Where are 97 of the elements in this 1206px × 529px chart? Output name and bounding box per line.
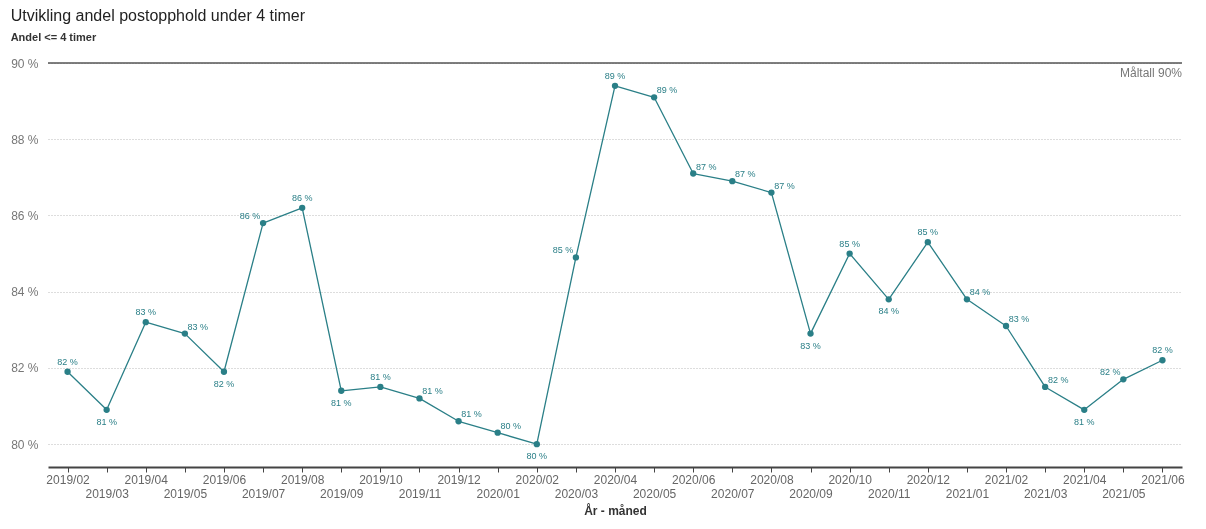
- x-tick-label: 2019/06: [202, 472, 247, 487]
- point: [1081, 406, 1088, 413]
- x-tick-label: 2021/04: [1063, 472, 1107, 487]
- point: [690, 170, 697, 177]
- data-label: 81 %: [422, 386, 443, 397]
- x-tick-label: 2021/06: [1141, 472, 1185, 487]
- point: [807, 330, 814, 337]
- point: [377, 383, 384, 391]
- point: [533, 440, 540, 448]
- data-label: 82 %: [1100, 367, 1121, 378]
- x-tick-label: 2019/03: [85, 486, 130, 501]
- chart-title: Utvikling andel postopphold under 4 timer: [10, 7, 306, 24]
- data-label: 81 %: [461, 409, 482, 420]
- y-tick-label: 80 %: [11, 437, 39, 452]
- point: [103, 406, 110, 413]
- data-label: 87 %: [774, 180, 795, 191]
- x-tick-label: 2019/10: [359, 472, 403, 487]
- data-label: 87 %: [695, 161, 717, 172]
- y-tick-label: 88 %: [11, 132, 39, 147]
- x-tick-label: 2020/04: [593, 472, 638, 487]
- point: [181, 330, 189, 337]
- x-tick-label: 2021/02: [984, 472, 1029, 487]
- ref-line-label: Måltall 90%: [1119, 66, 1183, 80]
- data-label: 83 %: [1008, 313, 1030, 324]
- data-label: 82 %: [1047, 374, 1069, 385]
- data-label: 81 %: [370, 371, 391, 382]
- data-label: 81 %: [331, 397, 352, 408]
- x-tick-label: 2020/11: [867, 486, 911, 501]
- data-label: 83 %: [187, 321, 209, 332]
- x-tick-label: 2020/12: [906, 472, 951, 487]
- data-label: 83 %: [800, 340, 821, 351]
- point: [142, 319, 149, 326]
- x-tick-label: 2021/05: [1102, 486, 1146, 501]
- x-tick-label: 2019/05: [163, 486, 208, 501]
- point: [963, 296, 971, 303]
- point: [572, 254, 580, 261]
- data-label: 89 %: [656, 85, 678, 96]
- point: [846, 250, 853, 257]
- point: [220, 368, 228, 375]
- x-tick-label: 2019/11: [398, 486, 442, 501]
- point: [1041, 383, 1049, 391]
- y-tick-label: 84 %: [11, 285, 39, 300]
- point: [64, 368, 71, 375]
- point: [650, 94, 658, 101]
- point: [924, 238, 931, 246]
- x-tick-label: 2020/10: [828, 472, 873, 487]
- data-label: 84 %: [878, 306, 899, 317]
- data-label: 87 %: [735, 169, 756, 180]
- x-axis-title: År - måned: [584, 502, 647, 518]
- x-tick-label: 2020/09: [789, 486, 834, 501]
- point: [1120, 376, 1127, 383]
- data-label: 85 %: [839, 238, 860, 249]
- y-tick-label: 86 %: [11, 208, 39, 223]
- x-tick-label: 2019/02: [46, 472, 91, 487]
- x-tick-label: 2021/03: [1023, 486, 1068, 501]
- data-label: 84 %: [969, 287, 991, 298]
- data-label: 89 %: [604, 70, 626, 81]
- chart-subtitle: Andel <= 4 timer: [10, 31, 97, 43]
- y-tick-label: 90 %: [11, 56, 39, 71]
- point: [1002, 322, 1010, 330]
- data-label: 85 %: [917, 227, 939, 238]
- data-label: 82 %: [213, 378, 235, 389]
- point: [885, 296, 892, 303]
- point: [1159, 357, 1166, 364]
- point: [611, 82, 619, 90]
- data-label: 82 %: [57, 356, 78, 367]
- data-label: 80 %: [526, 451, 548, 462]
- data-label: 85 %: [552, 245, 574, 256]
- y-tick-label: 82 %: [11, 361, 39, 376]
- point: [259, 219, 267, 227]
- data-label: 86 %: [239, 211, 261, 222]
- point: [768, 189, 775, 196]
- x-tick-label: 2021/01: [945, 486, 990, 501]
- x-tick-label: 2019/08: [280, 472, 325, 487]
- point: [416, 395, 423, 402]
- data-label: 81 %: [96, 416, 117, 427]
- data-label: 83 %: [135, 307, 157, 318]
- x-tick-label: 2019/09: [320, 486, 364, 501]
- x-tick-label: 2020/05: [632, 486, 677, 501]
- point: [455, 418, 462, 425]
- x-tick-label: 2019/12: [437, 472, 482, 487]
- data-label: 81 %: [1073, 416, 1095, 427]
- point: [299, 204, 306, 211]
- point: [729, 178, 736, 185]
- x-tick-label: 2019/04: [124, 472, 169, 487]
- x-tick-label: 2020/01: [476, 486, 521, 501]
- x-tick-label: 2020/03: [554, 486, 599, 501]
- data-label: 82 %: [1152, 345, 1173, 356]
- data-label: 86 %: [291, 192, 313, 203]
- x-tick-label: 2020/06: [672, 472, 716, 487]
- x-tick-label: 2020/02: [515, 472, 560, 487]
- point: [494, 429, 501, 436]
- x-tick-label: 2020/08: [750, 472, 794, 487]
- x-tick-label: 2019/07: [241, 486, 286, 501]
- point: [338, 387, 345, 394]
- x-tick-label: 2020/07: [711, 486, 755, 501]
- data-label: 80 %: [500, 420, 521, 431]
